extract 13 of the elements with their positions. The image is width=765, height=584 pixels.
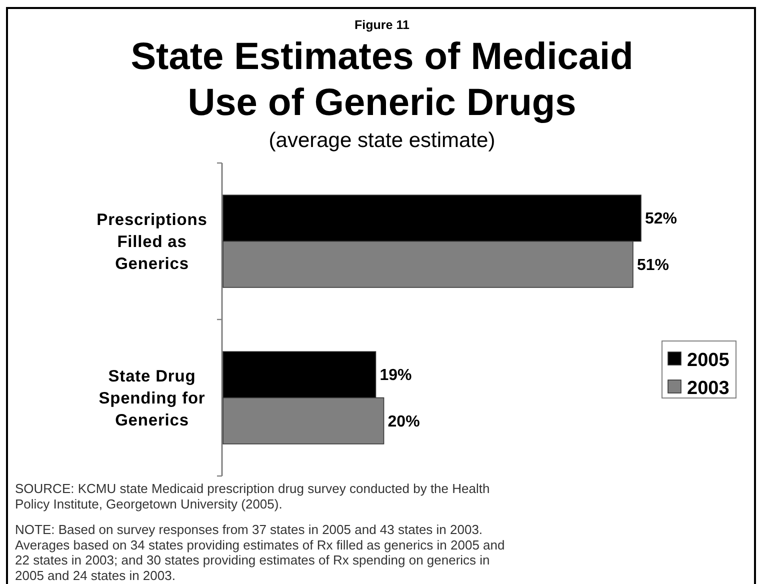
legend-label: 2005 [687,350,730,371]
caption: Figure 11 [354,18,410,32]
data-label: 52% [645,210,678,228]
legend-label: 2003 [687,378,730,399]
y-tick-label: State Drug Spending for Generics [98,367,206,430]
source-note: SOURCE: KCMU state Medicaid prescription drug survey conducted by the Health Policy Institute, Georgetown University (2005). [15,481,490,512]
y-tick-label: Prescriptions Filled as Generics [96,210,208,273]
chart-subtitle: (average state estimate) [268,129,496,152]
data-label: 51% [636,256,669,274]
text: NOTE: Based on survey responses from 37 states in 2005 and 43 states in 2003. Averages based on 34 states providing estimates of Rx filled as generics in 2005 and 22 states in 2003; and 30 states providing estimates of Rx spending on generics in 2005 and 24 states in 2003. [15,522,505,583]
data-label: 19% [380,367,412,384]
data-label: 20% [388,413,420,430]
chart-title: State Estimates of Medicaid Use of Generic Drugs [130,36,634,124]
